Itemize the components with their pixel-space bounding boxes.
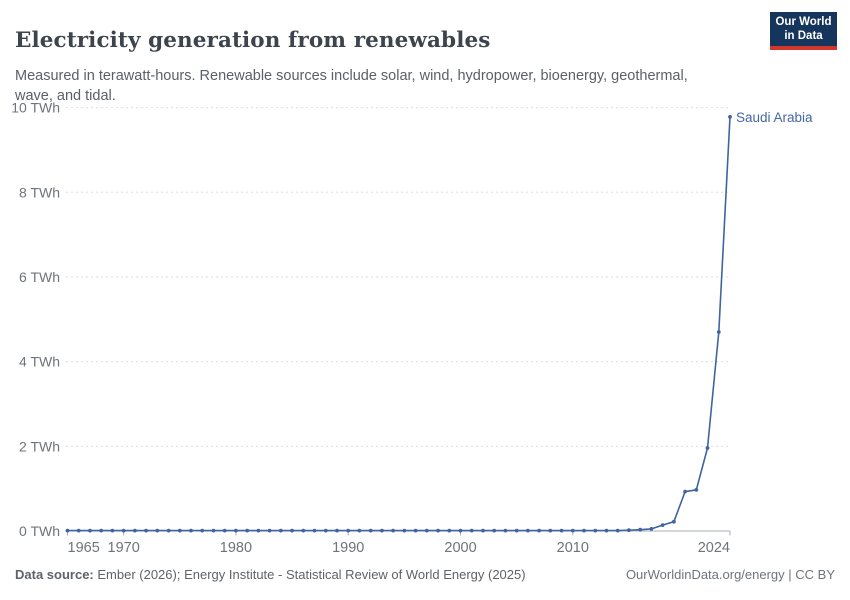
data-point [110,528,115,533]
chart-subtitle: Measured in terawatt-hours. Renewable so… [15,67,688,105]
data-point [76,528,81,533]
chart-title: Electricity generation from renewables [15,28,491,54]
data-point [570,528,575,533]
data-point [346,528,351,533]
data-line[interactable] [66,116,731,532]
data-point [503,528,508,533]
data-point [177,528,182,533]
owid-logo-line2: in Data [784,30,823,42]
owid-logo-line1: Our World [775,15,832,28]
data-point [312,528,317,533]
data-point [660,523,665,527]
data-point [604,528,609,533]
data-point [211,528,216,533]
data-point [99,528,104,533]
y-axis-label: 8 TWh [19,184,60,200]
y-axis-label: 4 TWh [19,354,60,370]
data-source-label: Data source: [15,567,94,582]
data-point [166,528,171,533]
x-axis-label: 2024 [698,540,730,556]
data-point [683,489,687,494]
data-point [402,528,407,533]
data-point [559,528,564,533]
data-point [335,528,339,533]
data-point [133,528,137,533]
x-axis-label: 1980 [220,540,252,556]
y-axis-label: 2 TWh [19,438,60,454]
chart-footer: Data source: Ember (2026); Energy Instit… [15,567,835,582]
data-point [65,528,70,533]
data-point [234,528,238,533]
x-axis-label: 1970 [108,540,140,556]
owid-logo[interactable]: Our World in Data [770,12,837,50]
data-point [290,528,294,533]
data-point [155,528,160,533]
data-point [121,528,126,533]
data-point [88,528,92,533]
data-point [638,527,643,532]
data-point [728,115,732,119]
data-point [391,528,395,533]
y-axis-label: 6 TWh [19,269,60,285]
data-source-note: Data source: Ember (2026); Energy Instit… [15,567,526,582]
series-label-saudi-arabia[interactable]: Saudi Arabia [736,110,813,125]
x-axis-label: 2010 [557,540,589,556]
data-point [649,527,654,531]
x-axis-label: 2000 [444,540,476,556]
data-point [458,528,463,533]
data-point [368,528,373,533]
data-point [256,528,261,533]
data-point [200,528,205,533]
data-point [323,528,328,533]
data-point [548,528,553,533]
data-point [222,528,227,533]
data-point [469,528,474,533]
data-point [615,528,620,533]
data-point [380,528,384,533]
x-axis-label: 1990 [332,540,364,556]
data-point [672,519,676,524]
data-point [278,528,283,533]
data-point [694,488,699,492]
data-point [301,528,306,533]
data-point [245,528,250,533]
data-point [144,528,149,533]
data-point [357,528,362,533]
data-point [492,528,497,533]
data-point [593,528,598,533]
data-point [447,528,452,533]
y-axis-label: 10 TWh [11,100,60,116]
data-point [514,528,519,533]
data-point [424,528,429,533]
data-point [582,528,586,533]
data-point [436,528,440,533]
data-point [705,446,710,450]
data-point [627,528,631,533]
data-point [189,528,193,533]
data-point [716,330,721,334]
data-point [537,528,541,533]
data-source-text: Ember (2026); Energy Institute - Statist… [93,567,526,582]
y-axis-label: 0 TWh [19,523,60,539]
data-point [481,528,485,533]
data-point [526,528,530,533]
owid-logo-box: Our World in Data [770,12,837,46]
data-point [413,528,418,533]
owid-logo-red-bar [770,46,837,50]
x-axis-label: 1965 [68,540,100,556]
attribution-link[interactable]: OurWorldinData.org/energy | CC BY [625,567,835,582]
data-point [267,528,272,533]
